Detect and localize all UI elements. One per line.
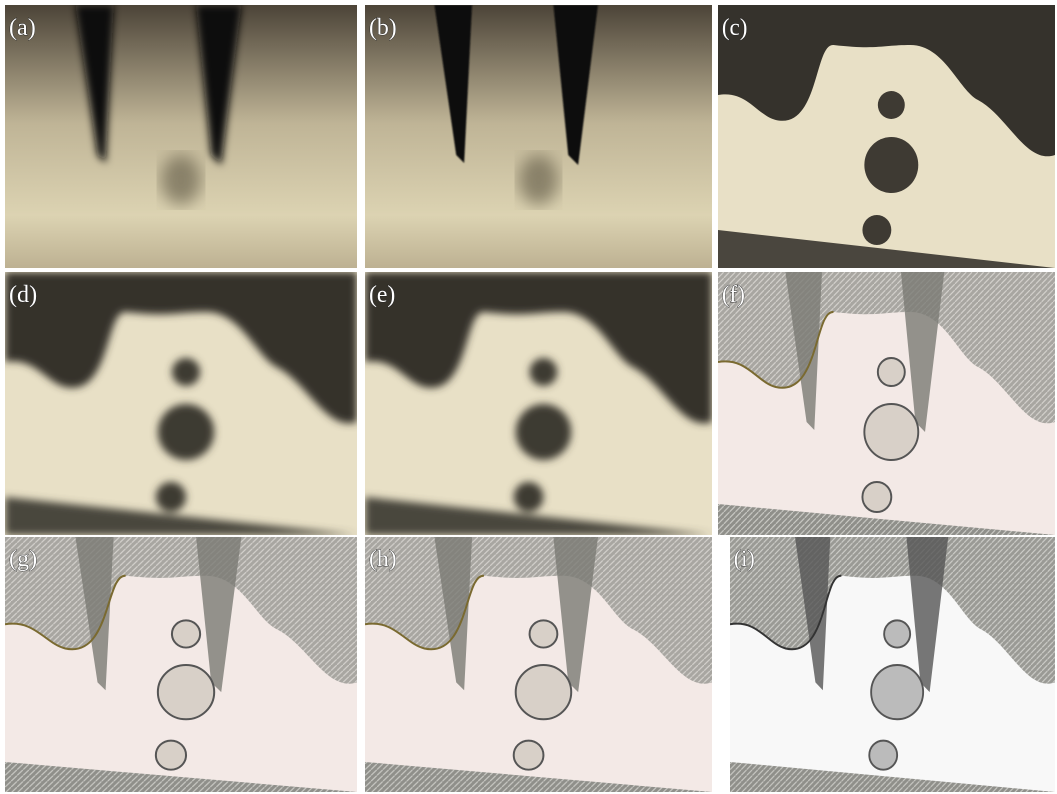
image-panel: (f) xyxy=(718,272,1055,535)
image-panel: (a) xyxy=(5,5,357,268)
panel-label: (i) xyxy=(734,546,755,572)
bubble xyxy=(862,482,891,512)
image-panel: (g) xyxy=(5,537,357,792)
background xyxy=(365,5,712,268)
panel-label: (g) xyxy=(9,546,37,572)
bubble xyxy=(158,665,214,719)
bubble xyxy=(530,620,558,647)
background xyxy=(5,5,357,268)
bubble xyxy=(172,358,200,386)
panel-label: (h) xyxy=(369,546,397,572)
bubble xyxy=(878,91,905,119)
panel-content xyxy=(730,537,1055,792)
image-panel: (e) xyxy=(365,272,712,535)
panel-content xyxy=(5,537,357,792)
bubble xyxy=(516,404,572,460)
bubble xyxy=(514,741,544,770)
panel-content xyxy=(365,272,712,535)
bubble xyxy=(514,482,544,512)
figure: (a) (b) (c) (d) (e) (f) (g) (h) (i) xyxy=(0,0,1057,794)
panel-label: (d) xyxy=(9,282,37,308)
shadow xyxy=(519,155,559,205)
bubble xyxy=(864,404,918,460)
shadow xyxy=(161,155,201,205)
panel-content xyxy=(5,272,357,535)
bubble xyxy=(156,482,186,512)
panel-label: (a) xyxy=(9,15,36,41)
panel-label: (c) xyxy=(722,15,748,41)
panel-label: (e) xyxy=(369,282,395,308)
image-panel: (b) xyxy=(365,5,712,268)
panel-content xyxy=(5,5,357,268)
image-panel: (h) xyxy=(365,537,712,792)
bubble xyxy=(516,665,572,719)
panel-content xyxy=(718,5,1055,268)
bubble xyxy=(871,665,923,719)
panel-label: (f) xyxy=(722,282,745,308)
panel-content xyxy=(365,5,712,268)
bubble xyxy=(530,358,558,386)
bubble xyxy=(862,215,891,245)
bubble xyxy=(884,620,910,647)
bubble xyxy=(156,741,186,770)
bubble xyxy=(158,404,214,460)
image-panel: (i) xyxy=(730,537,1055,792)
panel-content xyxy=(718,272,1055,535)
bubble xyxy=(172,620,200,647)
bubble xyxy=(878,358,905,386)
panel-content xyxy=(365,537,712,792)
bubble xyxy=(864,137,918,193)
image-panel: (d) xyxy=(5,272,357,535)
bubble xyxy=(869,741,897,770)
image-panel: (c) xyxy=(718,5,1055,268)
panel-label: (b) xyxy=(369,15,397,41)
